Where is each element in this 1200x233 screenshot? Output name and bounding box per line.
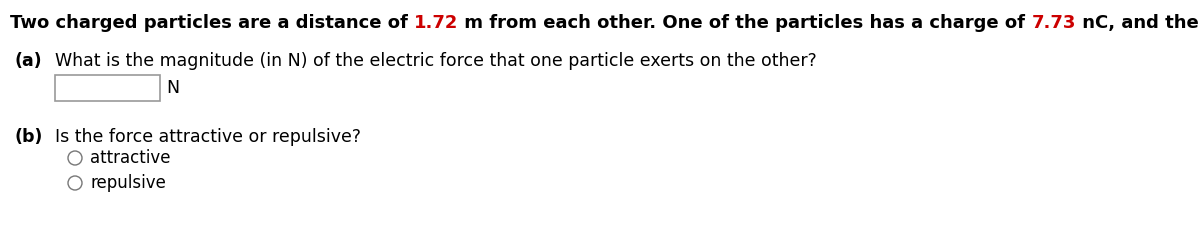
Text: 7.73: 7.73 [1032, 14, 1076, 32]
Text: 1.72: 1.72 [414, 14, 458, 32]
Text: attractive: attractive [90, 149, 170, 167]
Text: repulsive: repulsive [90, 174, 166, 192]
Circle shape [68, 176, 82, 190]
Text: Two charged particles are a distance of: Two charged particles are a distance of [10, 14, 414, 32]
Text: nC, and the other has a charge of: nC, and the other has a charge of [1076, 14, 1200, 32]
Text: m from each other. One of the particles has a charge of: m from each other. One of the particles … [458, 14, 1032, 32]
Circle shape [68, 151, 82, 165]
Text: (a): (a) [14, 52, 42, 70]
Text: (b): (b) [14, 128, 42, 146]
Text: Is the force attractive or repulsive?: Is the force attractive or repulsive? [55, 128, 361, 146]
Bar [55, 75, 160, 101]
Text: What is the magnitude (in N) of the electric force that one particle exerts on t: What is the magnitude (in N) of the elec… [55, 52, 817, 70]
Text: N: N [166, 79, 179, 97]
